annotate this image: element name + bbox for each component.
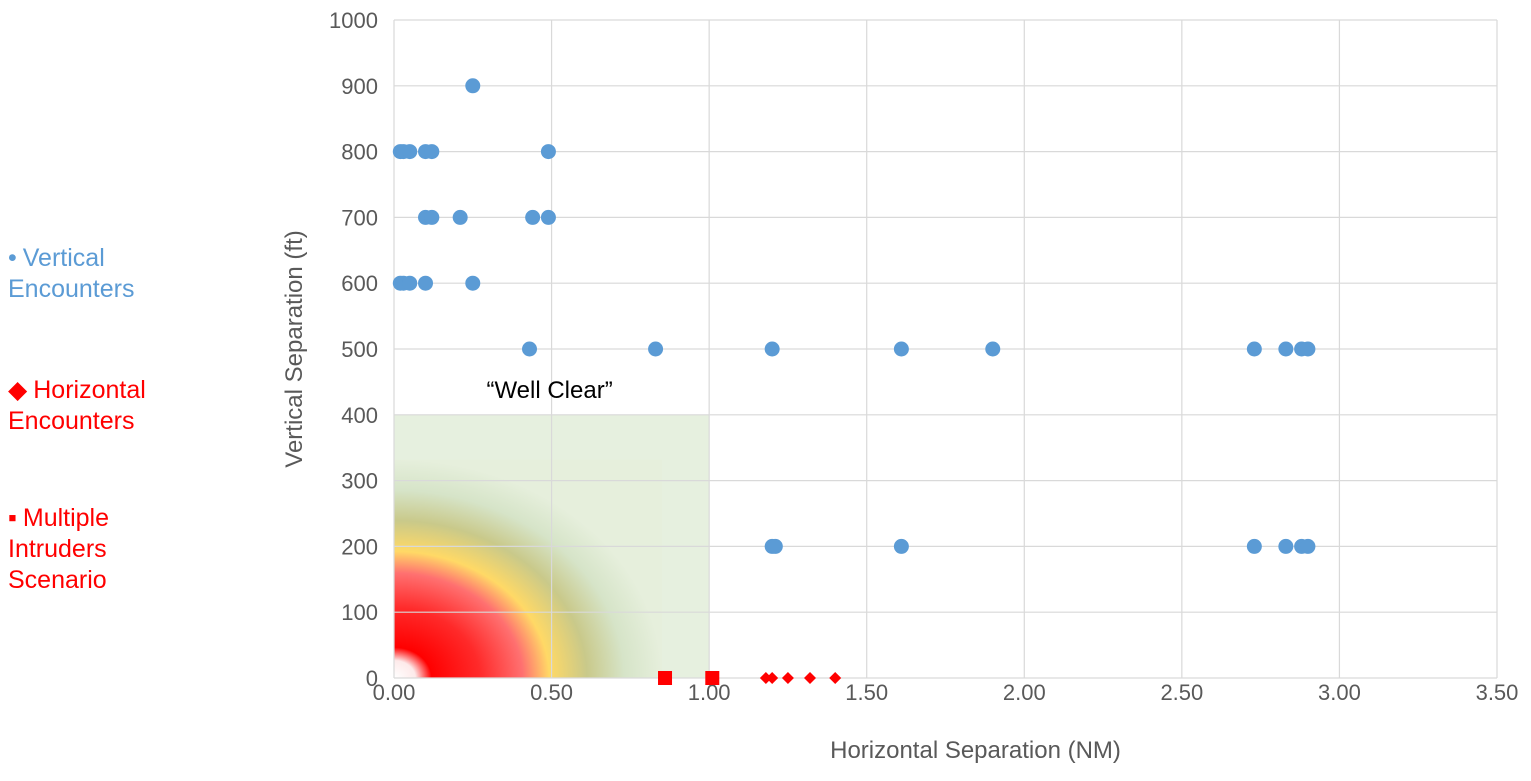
legend-entry: ◆ Horizontal Encounters	[8, 375, 146, 437]
y-tick-label: 300	[341, 469, 378, 494]
vertical-encounter-point	[1278, 341, 1294, 357]
grid-lines	[393, 19, 1498, 679]
vertical-encounter-point	[465, 275, 481, 291]
y-tick-label: 600	[341, 271, 378, 296]
vertical-encounter-point	[402, 275, 418, 291]
legend-label: Horizontal	[33, 376, 146, 404]
vertical-encounter-point	[418, 275, 434, 291]
vertical-encounter-point	[402, 144, 418, 160]
legend-label: Encounters	[8, 275, 135, 303]
axis-ticks: 0.00 0.50 1.00 1.50 2.00 2.50 3.00 3.5001002003…	[329, 8, 1518, 705]
multiple-intruders-point	[705, 671, 720, 685]
legend-label: Scenario	[8, 566, 107, 594]
vertical-encounter-point	[893, 341, 909, 357]
vertical-encounter-point	[893, 538, 909, 554]
x-tick-label: 2.00	[1003, 680, 1046, 705]
vertical-encounter-point	[540, 209, 556, 225]
x-tick-label: 3.50	[1476, 680, 1519, 705]
x-tick-label: 2.50	[1160, 680, 1203, 705]
horizontal-encounter-point	[829, 672, 842, 684]
vertical-encounter-point	[1246, 538, 1262, 554]
horizontal-encounter-point	[781, 672, 794, 684]
y-tick-label: 200	[341, 534, 378, 559]
legend-entry: • Vertical Encounters	[8, 243, 134, 305]
x-tick-label: 0.00	[373, 680, 416, 705]
y-tick-label: 500	[341, 337, 378, 362]
y-tick-label: 0	[366, 666, 378, 691]
data-points	[392, 78, 1316, 685]
horizontal-encounter-point	[766, 672, 779, 684]
horizontal-encounter-point	[803, 672, 816, 684]
y-tick-label: 100	[341, 600, 378, 625]
risk-gradient	[394, 459, 662, 678]
vertical-encounter-point	[1278, 538, 1294, 554]
vertical-encounter-point	[1246, 341, 1262, 357]
y-tick-label: 800	[341, 140, 378, 165]
multiple-intruders-point	[658, 671, 673, 685]
y-tick-label: 400	[341, 403, 378, 428]
vertical-encounter-point	[1300, 538, 1316, 554]
vertical-encounter-point	[452, 209, 468, 225]
vertical-encounter-point	[540, 144, 556, 160]
vertical-encounter-point	[525, 209, 541, 225]
vertical-encounter-point	[648, 341, 664, 357]
well-clear-annotation: “Well Clear”	[486, 377, 612, 404]
legend-entry: ▪ Multiple Intruders Scenario	[8, 503, 109, 596]
y-tick-label: 1000	[329, 8, 378, 33]
legend-label: Multiple	[22, 504, 110, 532]
y-axis-title: Vertical Separation (ft)	[281, 230, 308, 467]
vertical-encounter-point	[767, 538, 783, 554]
vertical-encounter-point	[424, 144, 440, 160]
legend-symbol: ◆	[8, 376, 28, 404]
vertical-encounter-point	[522, 341, 538, 357]
legend-label: Encounters	[8, 407, 135, 435]
vertical-encounter-point	[985, 341, 1001, 357]
legend-symbol: ▪	[8, 504, 17, 532]
horizontal-encounter-point	[759, 672, 772, 684]
vertical-encounter-point	[465, 78, 481, 94]
vertical-encounter-point	[1300, 341, 1316, 357]
legend-label: Intruders	[8, 535, 107, 563]
x-tick-label: 1.50	[845, 680, 888, 705]
legend-label: Vertical	[22, 244, 105, 272]
y-tick-label: 900	[341, 74, 378, 99]
vertical-encounter-point	[424, 209, 440, 225]
y-tick-label: 700	[341, 205, 378, 230]
legend-symbol: •	[8, 244, 17, 272]
x-axis-title: Horizontal Separation (NM)	[830, 737, 1121, 764]
x-tick-label: 0.50	[530, 680, 573, 705]
vertical-encounter-point	[764, 341, 780, 357]
x-tick-label: 3.00	[1318, 680, 1361, 705]
